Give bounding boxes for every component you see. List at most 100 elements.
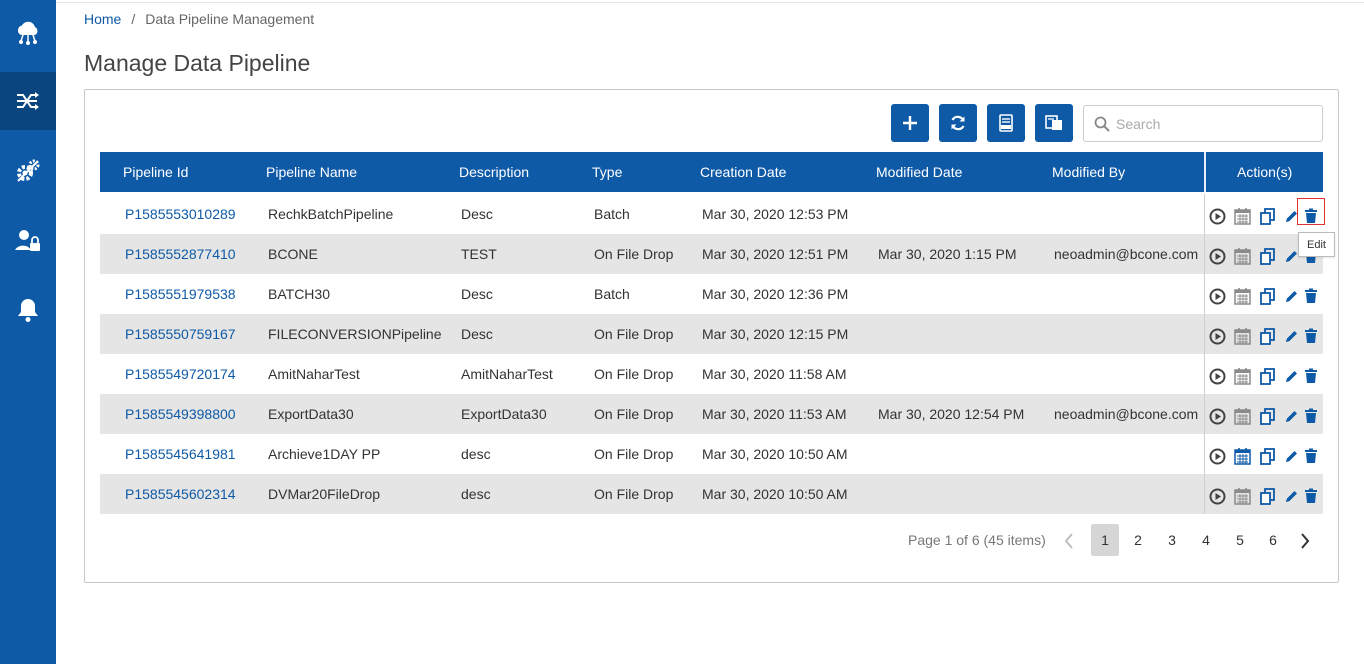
breadcrumb: Home / Data Pipeline Management	[84, 11, 314, 27]
pager-page-6[interactable]: 6	[1269, 532, 1277, 548]
sidebar-item-user-security[interactable]	[0, 212, 56, 270]
play-action-button[interactable]	[1208, 406, 1226, 426]
delete-action-button[interactable]	[1302, 326, 1320, 346]
chevron-left-icon	[1064, 533, 1073, 549]
delete-action-button[interactable]	[1302, 406, 1320, 426]
sidebar	[0, 0, 56, 664]
pager-prev-button[interactable]	[1059, 530, 1079, 552]
pipeline-name-cell: AmitNaharTest	[268, 366, 360, 382]
calendar-action-button[interactable]	[1233, 446, 1251, 466]
pipeline-id-link[interactable]: P1585551979538	[125, 286, 236, 302]
edit-action-button[interactable]	[1282, 486, 1300, 506]
pager-page-5[interactable]: 5	[1236, 532, 1244, 548]
pipeline-id-link[interactable]: P1585545602314	[125, 486, 236, 502]
sidebar-item-pipeline[interactable]	[0, 72, 56, 130]
search-box[interactable]	[1083, 105, 1323, 142]
pager-next-button[interactable]	[1295, 530, 1315, 552]
calendar-action-button[interactable]	[1233, 286, 1251, 306]
table-row: P1585551979538 BATCH30 Desc Batch Mar 30, 20…	[100, 274, 1323, 314]
search-input[interactable]	[1116, 112, 1316, 136]
pager-page-3[interactable]: 3	[1168, 532, 1176, 548]
play-action-button[interactable]	[1208, 246, 1226, 266]
edit-action-button[interactable]	[1282, 406, 1300, 426]
column-header-modified-date[interactable]: Modified Date	[876, 164, 963, 180]
edit-action-button[interactable]	[1282, 246, 1300, 266]
copy-action-button[interactable]	[1258, 486, 1276, 506]
breadcrumb-home-link[interactable]: Home	[84, 11, 122, 27]
creation-date-cell: Mar 30, 2020 10:50 AM	[702, 486, 848, 502]
play-action-button[interactable]	[1208, 206, 1226, 226]
export-copy-button[interactable]	[1035, 104, 1073, 142]
creation-date-cell: Mar 30, 2020 12:15 PM	[702, 326, 849, 342]
play-action-button[interactable]	[1208, 446, 1226, 466]
type-cell: On File Drop	[594, 366, 674, 382]
edit-action-button[interactable]	[1282, 326, 1300, 346]
calendar-action-button[interactable]	[1233, 326, 1251, 346]
sidebar-item-notifications[interactable]	[0, 281, 56, 339]
sidebar-item-settings[interactable]	[0, 142, 56, 200]
edit-action-button[interactable]	[1282, 286, 1300, 306]
calendar-action-button[interactable]	[1233, 406, 1251, 426]
creation-date-cell: Mar 30, 2020 12:36 PM	[702, 286, 849, 302]
copy-action-button[interactable]	[1258, 446, 1276, 466]
copy-action-button[interactable]	[1258, 206, 1276, 226]
pipeline-id-link[interactable]: P1585552877410	[125, 246, 236, 262]
search-icon	[1094, 116, 1110, 132]
pipeline-id-link[interactable]: P1585550759167	[125, 326, 236, 342]
delete-action-button[interactable]	[1302, 366, 1320, 386]
play-action-button[interactable]	[1208, 486, 1226, 506]
calendar-action-button[interactable]	[1233, 246, 1251, 266]
table-row: P1585545641981 Archieve1DAY PP desc On File…	[100, 434, 1323, 474]
copy-action-button[interactable]	[1258, 286, 1276, 306]
calendar-icon	[1233, 448, 1251, 465]
modified-by-cell: neoadmin@bcone.com	[1054, 246, 1199, 262]
column-header-pipeline-name[interactable]: Pipeline Name	[266, 164, 358, 180]
column-header-creation-date[interactable]: Creation Date	[700, 164, 787, 180]
calendar-action-button[interactable]	[1233, 206, 1251, 226]
column-header-description[interactable]: Description	[459, 164, 530, 180]
calendar-action-button[interactable]	[1233, 366, 1251, 386]
edit-action-button[interactable]	[1282, 366, 1300, 386]
refresh-icon	[951, 115, 965, 131]
edit-action-button[interactable]	[1282, 446, 1300, 466]
copy-action-button[interactable]	[1258, 326, 1276, 346]
refresh-button[interactable]	[939, 104, 977, 142]
creation-date-cell: Mar 30, 2020 12:53 PM	[702, 206, 849, 222]
pipeline-panel	[84, 89, 1339, 583]
description-cell: ExportData30	[461, 406, 547, 422]
pager-page-2[interactable]: 2	[1134, 532, 1142, 548]
creation-date-cell: Mar 30, 2020 11:53 AM	[702, 406, 847, 422]
copy-action-button[interactable]	[1258, 366, 1276, 386]
play-action-button[interactable]	[1208, 366, 1226, 386]
delete-action-button[interactable]	[1302, 206, 1320, 226]
export-xlsx-button[interactable]	[987, 104, 1025, 142]
calendar-action-button[interactable]	[1233, 486, 1251, 506]
add-pipeline-button[interactable]	[891, 104, 929, 142]
pipeline-id-link[interactable]: P1585553010289	[125, 206, 236, 222]
column-header-modified-by[interactable]: Modified By	[1052, 164, 1126, 180]
calendar-icon	[1233, 288, 1251, 305]
copy-action-button[interactable]	[1258, 406, 1276, 426]
delete-action-button[interactable]	[1302, 486, 1320, 506]
actions-divider	[1204, 274, 1205, 314]
description-cell: desc	[461, 486, 491, 502]
pager-page-1[interactable]: 1	[1091, 524, 1119, 556]
column-header-type[interactable]: Type	[592, 164, 623, 180]
breadcrumb-separator: /	[131, 11, 136, 27]
calendar-icon	[1233, 248, 1251, 265]
play-action-button[interactable]	[1208, 286, 1226, 306]
type-cell: On File Drop	[594, 326, 674, 342]
pipeline-id-link[interactable]: P1585545641981	[125, 446, 236, 462]
sidebar-item-cloud[interactable]	[0, 4, 56, 62]
pager-page-4[interactable]: 4	[1202, 532, 1210, 548]
pipeline-id-link[interactable]: P1585549720174	[125, 366, 236, 382]
delete-action-button[interactable]	[1302, 446, 1320, 466]
pipeline-id-link[interactable]: P1585549398800	[125, 406, 236, 422]
copy-icon	[1259, 247, 1275, 265]
play-action-button[interactable]	[1208, 326, 1226, 346]
copy-action-button[interactable]	[1258, 246, 1276, 266]
delete-action-button[interactable]	[1302, 286, 1320, 306]
table-header: Pipeline Id Pipeline Name Description Ty…	[100, 152, 1323, 192]
column-header-pipeline-id[interactable]: Pipeline Id	[123, 164, 189, 180]
edit-action-button[interactable]	[1282, 206, 1300, 226]
